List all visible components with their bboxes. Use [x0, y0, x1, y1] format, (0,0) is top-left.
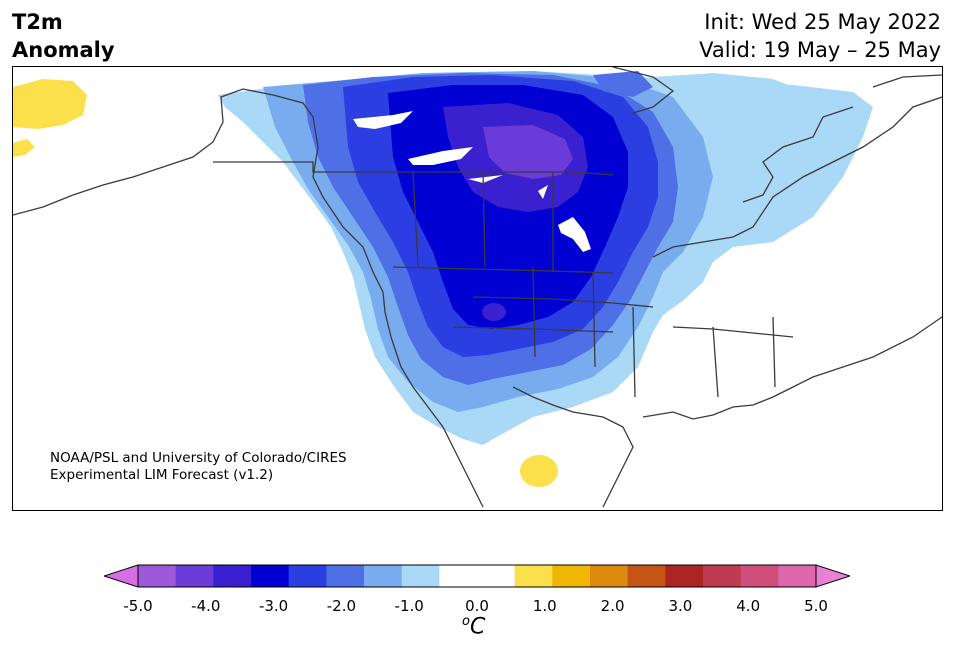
colorbar-tick-label: -5.0 — [123, 597, 153, 615]
colorbar-cell — [326, 565, 365, 587]
anomaly-region-minus2-east — [593, 71, 653, 97]
colorbar-frame — [137, 564, 817, 588]
colorbar-cell — [778, 565, 817, 587]
colorbar-cell — [552, 565, 591, 587]
lake-shape — [558, 217, 591, 252]
map-title: T2m Anomaly — [12, 8, 115, 64]
lake-shape — [353, 111, 413, 129]
colorbar-left-arrow — [104, 564, 139, 588]
colorbar-cell — [590, 565, 629, 587]
unit-degree-sup: o — [462, 614, 470, 629]
colorbar-tick-label: -2.0 — [326, 597, 357, 615]
title-line-2: Anomaly — [12, 38, 115, 62]
colorbar-tick-label: -3.0 — [258, 597, 289, 615]
colorbar-cell — [740, 565, 779, 587]
colorbar-tick-label: -4.0 — [191, 597, 221, 615]
colorbar-cell — [665, 565, 704, 587]
colorbar-cell — [703, 565, 742, 587]
anomaly-region-plus1-alaska — [13, 79, 87, 129]
lake-shape — [538, 185, 548, 199]
colorbar-tick-label: 0.0 — [465, 597, 489, 615]
colorbar-tick-label: 1.0 — [532, 597, 557, 615]
valid-range: Valid: 19 May – 25 May — [699, 38, 941, 62]
lake-shape — [468, 175, 503, 183]
colorbar-right-arrow — [815, 564, 850, 588]
unit-base: C — [469, 614, 486, 640]
colorbar-cell — [138, 565, 177, 587]
colorbar-cell — [251, 565, 290, 587]
colorbar-cell — [401, 565, 440, 587]
colorbar-cell — [364, 565, 403, 587]
colorbar-cell — [514, 565, 553, 587]
colorbar-cell — [175, 565, 214, 587]
coastlines — [13, 67, 942, 508]
credit-line-2: Experimental LIM Forecast (v1.2) — [50, 467, 274, 483]
lake-shape — [408, 147, 473, 165]
colorbar-tick-label: 5.0 — [804, 597, 828, 615]
colorbar-cell — [439, 565, 478, 587]
colorbar-tick-label: 3.0 — [668, 597, 693, 615]
colorbar-tick-label: -1.0 — [394, 597, 424, 615]
colorbar-cells — [138, 565, 817, 587]
anomaly-region-plus1-mexico — [520, 455, 558, 487]
anomaly-map — [13, 67, 942, 508]
colorbar-cell — [627, 565, 666, 587]
anomaly-region-minus4 — [483, 125, 573, 179]
credit-line-1: NOAA/PSL and University of Colorado/CIRE… — [50, 450, 347, 466]
colorbar-unit: oC — [462, 614, 485, 639]
anomaly-region-minus1-east — [653, 73, 803, 115]
colorbar-tick-label: 4.0 — [736, 597, 761, 615]
colorbar-tick-label: 2.0 — [600, 597, 625, 615]
anomaly-region-minus3-5-south — [482, 303, 506, 321]
colorbar-cell — [477, 565, 516, 587]
map-panel: NOAA/PSL and University of Colorado/CIRE… — [12, 66, 943, 511]
forecast-dates: Init: Wed 25 May 2022 Valid: 19 May – 25… — [699, 8, 941, 64]
colorbar-cell — [288, 565, 327, 587]
init-date: Init: Wed 25 May 2022 — [704, 10, 941, 34]
anomaly-region-plus1-alaska-2 — [13, 139, 35, 157]
title-line-1: T2m — [12, 10, 63, 34]
colorbar-cell — [213, 565, 252, 587]
colorbar — [104, 564, 850, 588]
credit-text: NOAA/PSL and University of Colorado/CIRE… — [50, 450, 347, 484]
